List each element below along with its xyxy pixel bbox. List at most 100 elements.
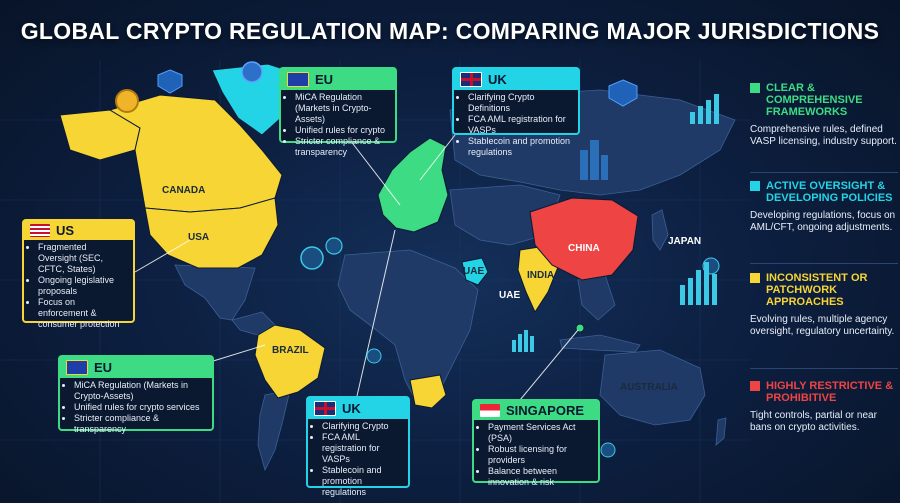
legend-heading: CLEAR & COMPREHENSIVE FRAMEWORKS	[750, 82, 898, 118]
eu-flag-icon	[287, 72, 309, 87]
card-uk-top-item: Clarifying Crypto Definitions	[468, 92, 572, 114]
growth-chart-icon	[690, 94, 719, 124]
legend-item-active: ACTIVE OVERSIGHT & DEVELOPING POLICIES D…	[750, 180, 898, 234]
label-australia: AUSTRALIA	[620, 382, 678, 393]
card-uk-top-header: UK	[454, 69, 578, 90]
card-eu-top: EU MiCA Regulation (Markets in Crypto-As…	[279, 67, 397, 157]
card-us-item: Ongoing legislative proposals	[38, 275, 127, 297]
legend-heading: ACTIVE OVERSIGHT & DEVELOPING POLICIES	[750, 180, 898, 204]
legend-description: Developing regulations, focus on AML/CFT…	[750, 210, 896, 233]
legend-heading-text: INCONSISTENT OR PATCHWORK APPROACHES	[766, 272, 868, 308]
us-flag-icon	[30, 224, 50, 237]
card-uk-bottom-item: Clarifying Crypto	[322, 421, 402, 432]
card-eu-top-header: EU	[281, 69, 395, 90]
legend-item-restrictive: HIGHLY RESTRICTIVE & PROHIBITIVE Tight c…	[750, 380, 898, 434]
singapore-flag-icon	[480, 404, 500, 417]
card-eu-bottom-item: Unified rules for crypto services	[74, 402, 206, 413]
legend-heading-text: CLEAR & COMPREHENSIVE FRAMEWORKS	[766, 82, 863, 118]
bar-chart-icon	[680, 262, 717, 305]
label-japan: JAPAN	[668, 236, 702, 247]
bitcoin-coin-icon	[115, 89, 139, 113]
card-eu-bottom-item: Stricter compliance & transparency	[74, 413, 206, 435]
land-new-zealand	[715, 417, 727, 446]
legend-item-inconsistent: INCONSISTENT OR PATCHWORK APPROACHES Evo…	[750, 272, 898, 338]
card-uk-top: UK Clarifying Crypto Definitions FCA AML…	[452, 67, 580, 157]
card-us: US Fragmented Oversight (SEC, CFTC, Stat…	[22, 219, 135, 329]
card-singapore: SINGAPORE Payment Services Act (PSA) Rob…	[472, 399, 600, 487]
land-mexico-central-america	[174, 264, 256, 321]
shield-icon	[157, 69, 183, 94]
legend-item-clear: CLEAR & COMPREHENSIVE FRAMEWORKS Compreh…	[750, 82, 898, 148]
label-brazil: BRAZIL	[272, 345, 309, 356]
secure-shield-icon	[608, 79, 638, 107]
label-usa: USA	[188, 232, 210, 243]
regions	[59, 63, 639, 409]
legend-swatch-red	[750, 381, 760, 391]
card-uk-top-title: UK	[488, 72, 507, 87]
city-skyline-icon	[580, 140, 608, 180]
uk-flag-icon	[460, 72, 482, 87]
card-uk-bottom-item: Stablecoin and promotion regulations	[322, 465, 402, 498]
label-uae-map: UAE	[463, 266, 485, 277]
land-africa	[337, 249, 479, 406]
land-australia	[599, 349, 706, 426]
card-uk-bottom-title: UK	[342, 401, 361, 416]
bitcoin-chip-icon	[300, 246, 324, 270]
label-china: CHINA	[568, 243, 600, 254]
card-us-item: Focus on enforcement & consumer protecti…	[38, 297, 127, 330]
decorations	[115, 61, 720, 458]
card-uk-bottom: UK Clarifying Crypto FCA AML registratio…	[306, 396, 410, 497]
legend-swatch-green	[750, 83, 760, 93]
card-uk-top-item: Stablecoin and promotion regulations	[468, 136, 572, 158]
page-title: GLOBAL CRYPTO REGULATION MAP: COMPARING …	[20, 18, 880, 44]
card-uk-bottom-item: FCA AML registration for VASPs	[322, 432, 402, 465]
region-china	[529, 197, 639, 281]
card-us-header: US	[24, 221, 133, 240]
euro-chip-icon	[325, 237, 343, 255]
card-eu-bottom: EU MiCA Regulation (Markets in Crypto-As…	[58, 355, 214, 434]
card-singapore-item: Robust licensing for providers	[488, 444, 592, 466]
legend-description: Evolving rules, multiple agency oversigh…	[750, 314, 895, 337]
legend-swatch-yellow	[750, 273, 760, 283]
card-eu-top-item: Stricter compliance & transparency	[295, 136, 389, 158]
card-uk-bottom-header: UK	[308, 398, 408, 419]
card-eu-top-title: EU	[315, 72, 334, 87]
legend-swatch-cyan	[750, 181, 760, 191]
analytics-bars-icon	[512, 330, 534, 352]
card-singapore-item: Payment Services Act (PSA)	[488, 422, 592, 444]
region-uae	[461, 257, 489, 286]
connectors	[134, 134, 579, 401]
card-singapore-item: Balance between innovation & risk	[488, 466, 592, 488]
legend-heading: HIGHLY RESTRICTIVE & PROHIBITIVE	[750, 380, 898, 404]
legend-heading-text: HIGHLY RESTRICTIVE & PROHIBITIVE	[766, 380, 894, 404]
region-usa	[144, 197, 279, 269]
region-europe	[377, 137, 449, 233]
dollar-coin-icon	[366, 348, 382, 364]
card-singapore-header: SINGAPORE	[474, 401, 598, 420]
euro-coin-small-icon	[600, 442, 616, 458]
card-uk-top-item: FCA AML registration for VASPs	[468, 114, 572, 136]
card-eu-top-item: Unified rules for crypto	[295, 125, 389, 136]
land-south-america-south	[257, 389, 291, 472]
card-us-title: US	[56, 223, 75, 238]
card-eu-bottom-item: MiCA Regulation (Markets in Crypto-Asset…	[74, 380, 206, 402]
legend-description: Comprehensive rules, defined VASP licens…	[750, 124, 897, 147]
eu-flag-icon	[66, 360, 88, 375]
label-india: INDIA	[527, 270, 555, 281]
land-southeast-asia	[577, 274, 616, 321]
label-uae-sea: UAE	[499, 290, 521, 301]
legend-heading: INCONSISTENT OR PATCHWORK APPROACHES	[750, 272, 898, 308]
legend-heading-text: ACTIVE OVERSIGHT & DEVELOPING POLICIES	[766, 180, 893, 204]
label-canada: CANADA	[162, 185, 206, 196]
card-eu-top-item: MiCA Regulation (Markets in Crypto-Asset…	[295, 92, 389, 125]
legend-description: Tight controls, partial or near bans on …	[750, 410, 877, 433]
land-japan	[651, 209, 669, 251]
region-south-africa	[409, 374, 447, 409]
uk-flag-icon	[314, 401, 336, 416]
card-eu-bottom-title: EU	[94, 360, 113, 375]
card-eu-bottom-header: EU	[60, 357, 212, 378]
card-singapore-title: SINGAPORE	[506, 403, 585, 418]
card-us-item: Fragmented Oversight (SEC, CFTC, States)	[38, 242, 127, 275]
